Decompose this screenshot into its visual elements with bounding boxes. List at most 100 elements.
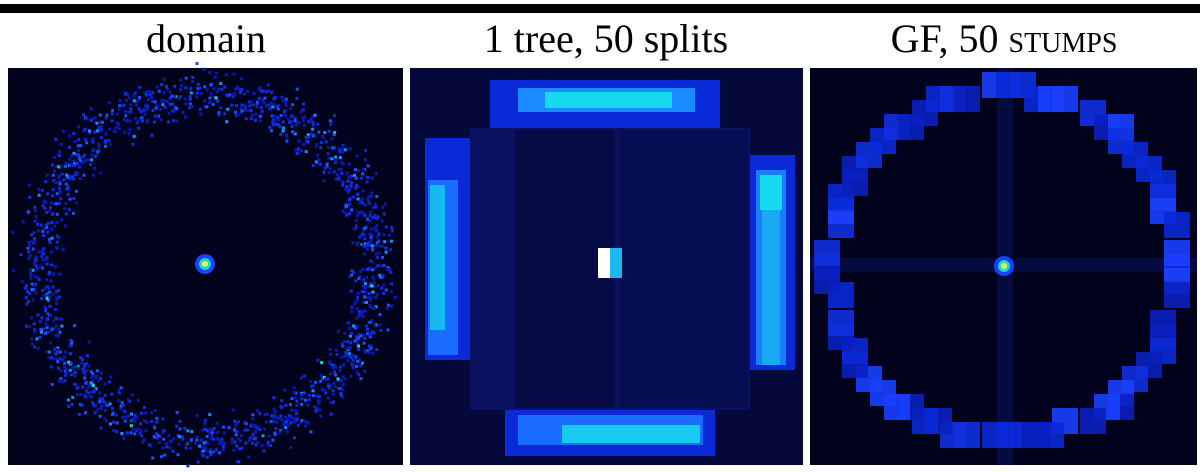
point (269, 101, 273, 105)
point (203, 99, 207, 103)
point (268, 434, 272, 438)
point (68, 145, 72, 149)
point (40, 266, 44, 270)
point (240, 109, 244, 113)
block (954, 86, 980, 112)
point (363, 336, 367, 340)
point (222, 445, 225, 449)
point (304, 398, 307, 402)
point (327, 171, 331, 175)
point (279, 417, 283, 420)
point (61, 358, 65, 362)
point (339, 393, 343, 397)
point (316, 358, 320, 362)
point (363, 351, 367, 354)
point (273, 431, 277, 435)
point (225, 120, 229, 124)
point (280, 418, 284, 422)
point (284, 404, 288, 407)
point (113, 429, 117, 433)
point (57, 379, 61, 383)
point (114, 413, 118, 417)
point (50, 356, 53, 360)
point (318, 395, 321, 399)
point (341, 150, 345, 154)
point (100, 371, 104, 375)
point (273, 119, 277, 123)
point (142, 108, 146, 112)
point (233, 87, 237, 91)
point (336, 377, 340, 381)
point (175, 107, 179, 111)
point (366, 295, 370, 299)
point (105, 403, 109, 407)
point (121, 403, 125, 407)
point (371, 206, 375, 210)
point (352, 227, 356, 231)
point (72, 151, 76, 155)
point (355, 154, 359, 158)
point (55, 302, 59, 305)
point (374, 172, 378, 176)
point (303, 123, 306, 127)
point (66, 185, 70, 189)
point (288, 414, 291, 418)
point (338, 147, 342, 151)
point (80, 361, 83, 365)
point (45, 256, 49, 260)
point (332, 133, 336, 137)
point (112, 420, 116, 424)
point (333, 370, 336, 374)
point (237, 437, 241, 441)
point (100, 404, 103, 408)
point (327, 146, 330, 150)
point (337, 167, 341, 171)
block (828, 310, 854, 336)
point (95, 129, 99, 133)
point (155, 85, 159, 89)
point (124, 114, 128, 118)
region (762, 210, 780, 365)
point (307, 393, 311, 397)
point (152, 424, 156, 428)
point (324, 377, 328, 381)
point (305, 139, 309, 143)
point (57, 186, 61, 190)
point (34, 258, 38, 262)
point (189, 91, 193, 95)
point (304, 420, 308, 424)
point (59, 369, 63, 372)
point (183, 426, 187, 430)
point (157, 89, 161, 93)
point (78, 165, 82, 169)
point (255, 103, 259, 106)
point (294, 148, 298, 152)
point (62, 129, 65, 133)
point (337, 175, 341, 179)
point (65, 187, 69, 191)
point (344, 205, 348, 209)
point (63, 350, 67, 354)
point (140, 411, 144, 415)
point (111, 406, 114, 410)
point (138, 117, 142, 121)
point (51, 173, 55, 177)
point (313, 405, 316, 408)
point (329, 401, 333, 405)
point (76, 393, 79, 397)
point (83, 374, 87, 378)
point (208, 450, 212, 454)
point (66, 175, 70, 179)
point (77, 144, 80, 148)
point (371, 216, 375, 219)
point (362, 278, 366, 282)
point (77, 148, 81, 152)
point (127, 132, 131, 136)
point (135, 103, 139, 107)
point (162, 429, 166, 433)
point (253, 424, 257, 427)
point (230, 93, 234, 97)
point (170, 94, 174, 98)
point (206, 429, 210, 433)
point (370, 244, 374, 248)
